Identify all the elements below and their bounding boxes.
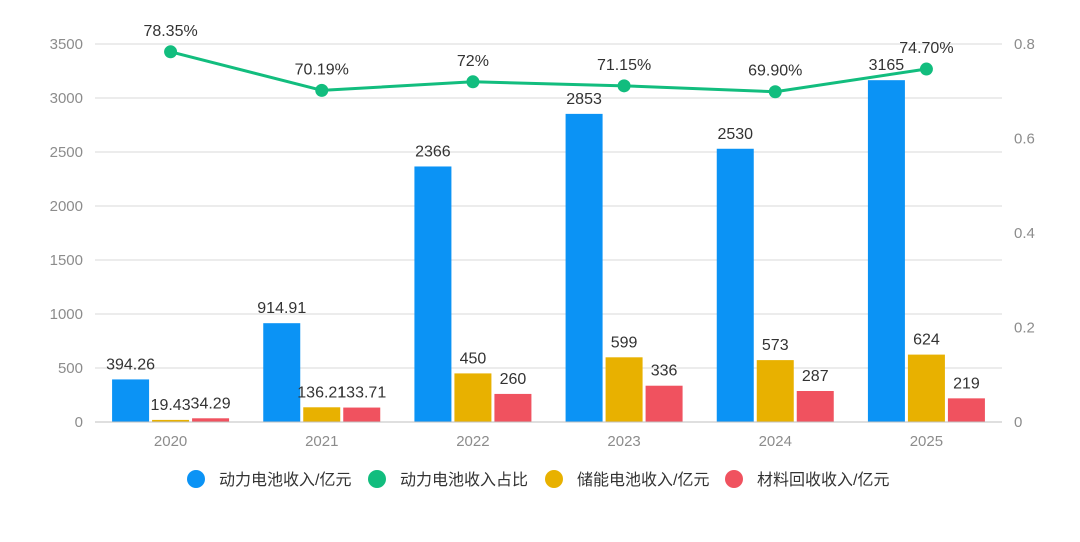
bar bbox=[716, 148, 754, 422]
y-right-tick-label: 0 bbox=[1014, 414, 1022, 431]
y-left-tick-label: 500 bbox=[58, 360, 83, 377]
bar bbox=[192, 418, 230, 422]
x-tick-label: 2024 bbox=[759, 433, 792, 450]
bar bbox=[414, 166, 452, 422]
line-point bbox=[466, 75, 480, 89]
bar-data-label: 336 bbox=[651, 363, 678, 380]
bar bbox=[263, 323, 301, 422]
legend-label: 动力电池收入/亿元 bbox=[219, 471, 351, 489]
legend-marker bbox=[725, 470, 743, 488]
line-point bbox=[768, 85, 782, 99]
y-left-tick-label: 2500 bbox=[50, 144, 83, 161]
y-left-tick-label: 3000 bbox=[50, 90, 83, 107]
legend-marker bbox=[368, 470, 386, 488]
y-left-tick-label: 0 bbox=[75, 414, 83, 431]
bar-data-label: 450 bbox=[460, 350, 487, 367]
x-tick-label: 2021 bbox=[305, 433, 338, 450]
y-right-tick-label: 0.4 bbox=[1014, 225, 1035, 242]
y-left-tick-label: 1000 bbox=[50, 306, 83, 323]
bar bbox=[645, 385, 683, 422]
y-left-tick-label: 1500 bbox=[50, 252, 83, 269]
y-right-tick-label: 0.6 bbox=[1014, 131, 1035, 148]
bar bbox=[112, 379, 150, 422]
bar-data-label: 260 bbox=[500, 371, 527, 388]
bar bbox=[907, 354, 945, 422]
bar-data-label: 599 bbox=[611, 334, 638, 351]
legend-label: 储能电池收入/亿元 bbox=[577, 471, 709, 489]
line-point bbox=[919, 62, 933, 76]
bar-data-label: 2530 bbox=[717, 126, 753, 143]
legend-marker bbox=[545, 470, 563, 488]
bar bbox=[152, 419, 190, 422]
legend-marker bbox=[187, 470, 205, 488]
line-data-label: 72% bbox=[457, 53, 489, 70]
x-tick-label: 2023 bbox=[607, 433, 640, 450]
bar-data-label: 133.71 bbox=[337, 385, 386, 402]
bar-data-label: 624 bbox=[913, 332, 940, 349]
bar-data-label: 2366 bbox=[415, 143, 451, 160]
line-point bbox=[617, 79, 631, 93]
bar-data-label: 287 bbox=[802, 368, 829, 385]
ratio-line bbox=[170, 50, 927, 94]
bar bbox=[303, 407, 341, 422]
line-point bbox=[315, 83, 329, 97]
y-left-tick-label: 2000 bbox=[50, 198, 83, 215]
bar bbox=[565, 113, 603, 422]
y-right-tick-label: 0.8 bbox=[1014, 36, 1035, 53]
bar bbox=[494, 393, 532, 422]
bar-data-label: 573 bbox=[762, 337, 789, 354]
bar-data-label: 219 bbox=[953, 375, 980, 392]
y-left-tick-label: 3500 bbox=[50, 36, 83, 53]
bar bbox=[867, 80, 905, 423]
bar bbox=[947, 398, 985, 422]
line-data-label: 78.35% bbox=[143, 23, 197, 40]
bar-data-label: 394.26 bbox=[106, 356, 155, 373]
line-point bbox=[164, 45, 178, 59]
bar bbox=[605, 357, 643, 422]
x-tick-label: 2022 bbox=[456, 433, 489, 450]
line-data-label: 70.19% bbox=[295, 61, 349, 78]
legend-label: 材料回收收入/亿元 bbox=[757, 471, 889, 489]
legend-label: 动力电池收入占比 bbox=[400, 471, 528, 489]
bar bbox=[454, 373, 492, 422]
x-tick-label: 2025 bbox=[910, 433, 943, 450]
line-data-label: 74.70% bbox=[899, 40, 953, 57]
bar bbox=[796, 391, 834, 422]
x-tick-label: 2020 bbox=[154, 433, 187, 450]
bar bbox=[343, 407, 381, 422]
bar-data-label: 19.43 bbox=[151, 397, 191, 414]
bar-data-label: 34.29 bbox=[191, 395, 231, 412]
line-data-label: 71.15% bbox=[597, 57, 651, 74]
y-right-tick-label: 0.2 bbox=[1014, 320, 1035, 337]
bar bbox=[756, 360, 794, 422]
bar-data-label: 914.91 bbox=[257, 300, 306, 317]
bar-data-label: 136.21 bbox=[297, 384, 346, 401]
bar-data-label: 3165 bbox=[869, 57, 905, 74]
bar-data-label: 2853 bbox=[566, 91, 602, 108]
line-data-label: 69.90% bbox=[748, 63, 802, 80]
